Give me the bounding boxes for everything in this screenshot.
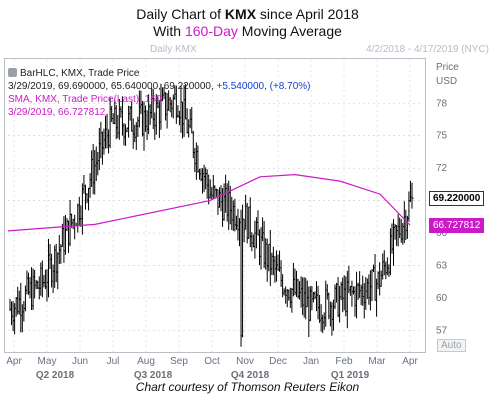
y-tick-label: 72 [436, 163, 448, 174]
chart-legend: BarHLC, KMX, Trade Price 3/29/2019, 69.6… [8, 67, 311, 119]
chart-title-line-2: With 160-Day Moving Average [153, 23, 342, 39]
y-tick-label: 78 [436, 98, 448, 109]
y-tick-label: 63 [436, 260, 448, 271]
x-tick-label: Nov [236, 356, 254, 367]
auto-scale-button[interactable]: Auto [437, 339, 466, 352]
legend-series1-change: +5.540000, (+8.70%) [216, 81, 311, 92]
settings-icon[interactable] [8, 68, 17, 77]
legend-series2-values: 3/29/2019, 66.727812 [8, 107, 106, 118]
x-quarter-label: Q2 2018 [36, 370, 75, 381]
y-tick-label: 75 [436, 131, 448, 142]
ticker-label: Daily KMX [150, 44, 197, 55]
chart-panel[interactable] [4, 58, 426, 353]
last-price-tag: 69.220000 [429, 191, 485, 206]
x-tick-label: Mar [368, 356, 386, 367]
legend-series1-values: 3/29/2019, 69.690000, 65.640000, 69.2200… [8, 81, 214, 92]
x-tick-label: Oct [204, 356, 220, 367]
x-tick-label: Apr [6, 356, 22, 367]
x-quarter-label: Q4 2018 [231, 370, 270, 381]
sma-line [7, 174, 411, 232]
y-axis-title: Price [436, 62, 459, 73]
chart-toolbar: Daily KMX 4/2/2018 - 4/17/2019 (NYC) [0, 44, 495, 58]
chart-title-line-1: Daily Chart of KMX since April 2018 [136, 6, 359, 22]
x-tick-label: Sep [170, 356, 188, 367]
x-tick-label: Jun [72, 356, 88, 367]
sma-value-tag: 66.727812 [429, 218, 485, 233]
x-tick-label: Apr [402, 356, 418, 367]
x-quarter-label: Q3 2018 [134, 370, 173, 381]
legend-series2-name: SMA, KMX, Trade Price(Last), 160 [8, 94, 162, 105]
y-tick-label: 66 [436, 228, 448, 239]
x-tick-label: May [38, 356, 57, 367]
x-tick-label: Aug [137, 356, 155, 367]
x-tick-label: Dec [269, 356, 287, 367]
x-tick-label: Feb [335, 356, 353, 367]
date-range: 4/2/2018 - 4/17/2019 (NYC) [366, 44, 489, 55]
y-tick-label: 57 [436, 325, 448, 336]
x-tick-label: Jul [107, 356, 120, 367]
legend-series1-name: BarHLC, KMX, Trade Price [20, 68, 140, 79]
x-tick-label: Jan [303, 356, 319, 367]
chart-credit: Chart courtesy of Thomson Reuters Eikon [135, 380, 360, 394]
y-tick-label: 60 [436, 293, 448, 304]
x-quarter-label: Q1 2019 [331, 370, 370, 381]
y-axis-unit: USD [436, 76, 457, 87]
